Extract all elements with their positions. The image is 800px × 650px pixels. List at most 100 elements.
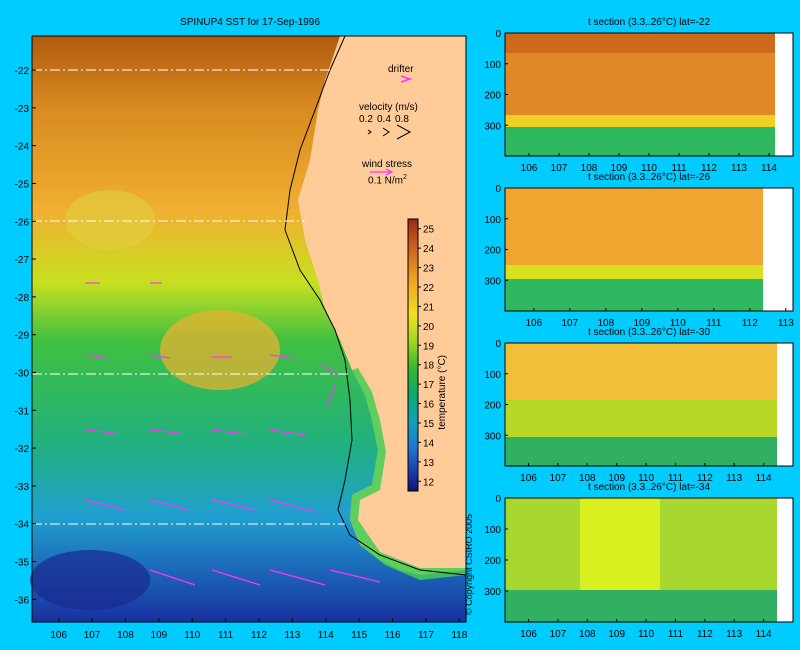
section-x-tick-label: 109 [608,473,625,484]
vector-arrow [321,364,339,376]
section-x-tick-label: 106 [521,163,538,174]
vector-arrow [84,354,111,359]
land-australia [298,36,466,575]
drifter-icon [400,75,413,83]
section-x-tick-label: 114 [756,629,772,640]
section-thermocline [505,265,763,279]
map-x-tick-label: 115 [351,630,367,641]
section-y-tick-label: 100 [484,60,501,71]
legend-velocity-scale-3: 0.8 [395,114,409,125]
section-panel-30 [504,342,794,467]
section-x-tick-label: 110 [638,629,654,640]
map-y-tick-label: -32 [15,444,30,455]
section-x-tick-label: 112 [742,318,758,329]
section-seafloor [775,33,793,156]
colorbar-tick-label: 23 [423,264,435,275]
colorbar-tick-label: 15 [423,419,435,430]
section-x-tick-label: 111 [668,473,684,484]
section-x-tick-label: 113 [726,629,742,640]
map-y-tick-label: -25 [15,179,30,190]
colorbar [407,218,419,492]
vector-arrow [211,429,246,435]
map-y-tick-label: -30 [15,368,30,379]
section-y-tick-label: 300 [484,587,501,598]
cold-eddy [30,550,150,610]
section-surface-layer [505,33,793,53]
section-y-tick-label: 200 [484,556,501,567]
map-y-tick-label: -33 [15,482,30,493]
legend-velocity-label: velocity (m/s) [359,102,418,113]
map-x-tick-label: 108 [117,630,134,641]
section-x-tick-label: 109 [633,318,650,329]
legend-drifter-label: drifter [388,64,414,75]
section-x-tick-label: 107 [550,473,567,484]
section-x-tick-label: 107 [561,318,578,329]
map-x-tick-label: 110 [184,630,200,641]
section-y-tick-label: 100 [484,525,501,536]
legend-velocity-scale-2: 0.4 [377,114,391,125]
colorbar-tick-label: 17 [423,380,435,391]
coastal-current [350,368,466,580]
section-deep-layer [505,590,777,622]
vector-arrow [149,499,191,511]
map-frame [31,35,467,623]
section-y-tick-label: 300 [484,276,501,287]
section-panel-22 [504,32,794,157]
section-x-tick-label: 110 [638,473,654,484]
vector-arrow [269,429,306,436]
vector-arrow [149,429,181,434]
wind-stress-arrow [370,168,394,176]
section-title-26: t section (3.3..26°C) lat=-26 [587,172,711,183]
section-x-tick-label: 113 [726,473,742,484]
section-y-tick-label: 0 [495,29,501,40]
section-thermocline [505,400,777,437]
section-x-tick-label: 108 [579,629,596,640]
section-x-tick-label: 109 [611,163,628,174]
map-x-tick-label: 111 [218,630,234,641]
colorbar-tick-label: 18 [423,361,435,372]
colorbar-tick-label: 13 [423,458,435,469]
section-x-tick-label: 107 [550,629,567,640]
section-x-tick-label: 110 [641,163,657,174]
section-x-tick-label: 106 [520,629,537,640]
map-x-tick-label: 113 [284,630,300,641]
section-y-tick-label: 100 [484,370,501,381]
section-x-tick-label: 113 [778,318,794,329]
velocity-arrow-small [367,129,372,135]
map-y-tick-label: -29 [15,331,30,342]
legend-wind-scale-value: 0.1 N/m [368,175,404,187]
section-x-tick-label: 108 [579,473,596,484]
section-y-tick-label: 0 [495,184,501,195]
vector-arrow [84,429,116,434]
section-y-tick-label: 0 [495,339,501,350]
section-panel-26 [504,187,794,312]
sst-map [30,35,467,623]
copyright-notice: © Copyright CSIRO 2005 [464,513,474,615]
section-title-22: t section (3.3..26°C) lat=-22 [587,17,711,28]
colorbar-tick-label: 19 [423,341,435,352]
section-seafloor [777,343,793,466]
colorbar-tick-label: 25 [423,225,435,236]
vector-arrow [84,499,126,511]
section-y-tick-label: 100 [484,215,501,226]
section-y-tick-label: 300 [484,431,501,442]
legend-velocity-scale-1: 0.2 [359,114,373,125]
section-y-tick-label: 200 [484,401,501,412]
colorbar-tick-label: 22 [423,283,435,294]
map-x-tick-label: 107 [84,630,101,641]
map-y-tick-label: -27 [15,255,30,266]
colorbar-label: temperature (°C) [437,355,448,430]
warm-eddy [160,310,280,390]
map-x-tick-label: 117 [418,630,434,641]
velocity-arrow-large [396,124,412,140]
section-title-30: t section (3.3..26°C) lat=-30 [587,327,711,338]
section-x-tick-label: 106 [520,473,537,484]
vector-arrow [269,354,296,359]
section-y-tick-label: 200 [484,246,501,257]
section-x-tick-label: 113 [731,163,747,174]
map-y-tick-label: -28 [15,293,30,304]
section-y-tick-label: 300 [484,121,501,132]
section-x-tick-label: 111 [668,629,684,640]
colorbar-tick-label: 24 [423,244,435,255]
